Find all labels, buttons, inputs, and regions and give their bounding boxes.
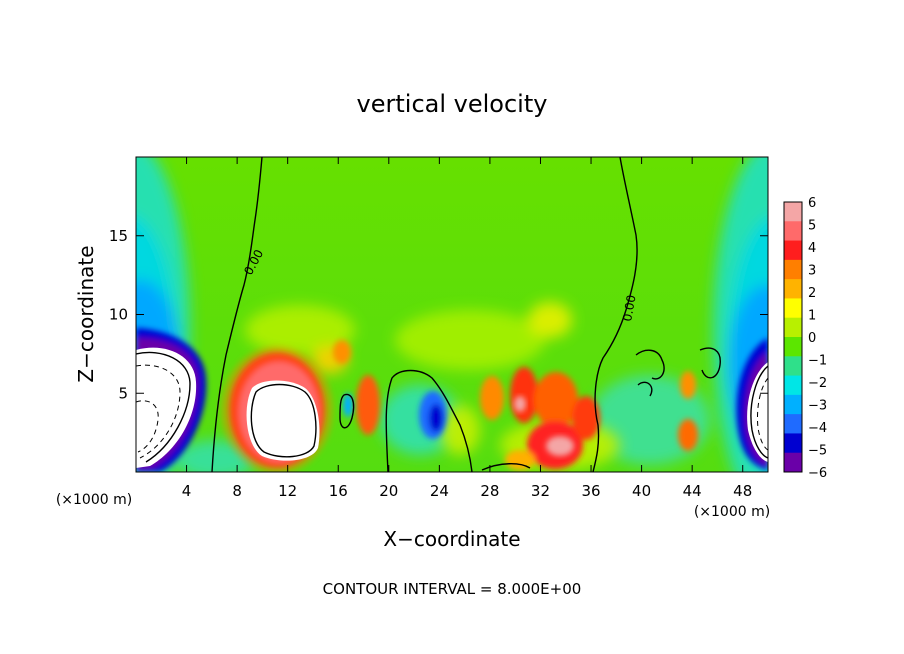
colorbar-swatch-6	[784, 317, 802, 338]
x-tick-label-4: 20	[379, 482, 398, 500]
yellow-patch-3	[528, 302, 572, 338]
updraft-3	[333, 340, 351, 364]
colorbar-label-10: −4	[808, 421, 827, 436]
updraft-10	[680, 371, 696, 399]
colorbar-label-8: −2	[808, 376, 827, 391]
x-tick-label-0: 4	[182, 482, 192, 500]
y-tick-label-1: 10	[109, 306, 128, 324]
zero-contour-lower	[481, 463, 531, 471]
colorbar-label-2: 4	[808, 241, 816, 256]
colorbar-label-4: 2	[808, 286, 816, 301]
colorbar-label-3: 3	[808, 264, 816, 279]
downdraft-mid-core	[429, 404, 443, 432]
colorbar-label-9: −3	[808, 399, 827, 414]
colorbar-swatch-5	[784, 298, 802, 319]
y-tick-label-2: 15	[109, 227, 128, 245]
colorbar-swatch-9	[784, 375, 802, 396]
x-tick-label-11: 48	[733, 482, 752, 500]
right-core-contour	[750, 365, 768, 459]
x-tick-label-8: 36	[581, 482, 600, 500]
colorbar-label-1: 5	[808, 219, 816, 234]
updraft-9	[678, 419, 698, 451]
colorbar-swatch-11	[784, 414, 802, 434]
yellow-patch-1	[245, 305, 355, 355]
colorbar-swatch-13	[784, 452, 802, 473]
downdraft-small	[343, 393, 353, 417]
zero-contour-right	[592, 157, 638, 472]
x-tick-label-2: 12	[278, 482, 297, 500]
yellow-patch-2	[395, 310, 545, 370]
x-tick-label-3: 16	[329, 482, 348, 500]
colorbar-swatch-8	[784, 356, 802, 377]
zero-contour-mid	[385, 369, 473, 472]
contour-label-right: 0.00	[620, 294, 638, 323]
right-dashed-contour	[757, 377, 768, 451]
updraft-2	[356, 375, 380, 435]
colorbar-frame	[783, 201, 803, 473]
colorbar-swatch-1	[784, 221, 802, 242]
zero-contour-left	[211, 157, 263, 472]
colorbar-swatch-7	[784, 337, 802, 357]
zero-contour-blob-left	[339, 393, 355, 429]
y-axis-ticks: 5 10 15	[109, 227, 768, 402]
updraft-4	[480, 376, 504, 420]
x-tick-label-5: 24	[430, 482, 449, 500]
colorbar-label-5: 1	[808, 309, 816, 324]
colorbar-label-7: −1	[808, 354, 827, 369]
left-core-contour	[136, 351, 191, 463]
x-axis-label: X−coordinate	[383, 527, 520, 551]
colorbar-label-11: −5	[808, 444, 827, 459]
yellow-patch-6	[440, 405, 480, 455]
colorbar-swatch-2	[784, 240, 802, 261]
contour-interval-footer: CONTOUR INTERVAL = 8.000E+00	[323, 580, 582, 598]
updraft-core	[246, 380, 320, 461]
left-dashed-contour-inner	[136, 400, 159, 453]
left-dashed-contour	[136, 364, 181, 459]
colorbar-swatch-3	[784, 259, 802, 280]
colorbar: 6 5 4 3 2 1 0 −1 −2 −3 −4 −5 −6	[783, 196, 827, 481]
x-tick-label-6: 28	[480, 482, 499, 500]
updraft-5	[510, 367, 538, 423]
x-unit-right: (×1000 m)	[694, 504, 770, 520]
x-tick-label-1: 8	[232, 482, 242, 500]
updraft-core-contour	[250, 383, 317, 458]
chart-title: vertical velocity	[357, 90, 548, 118]
x-axis-ticks: 4 8 12 16 20 24 28 32 36 40 44 48	[182, 157, 752, 500]
colorbar-swatch-12	[784, 433, 802, 454]
y-axis-label: Z−coordinate	[74, 245, 98, 382]
x-tick-label-9: 40	[632, 482, 651, 500]
x-tick-label-7: 32	[531, 482, 550, 500]
updraft-core-pink-2	[514, 396, 526, 412]
zero-contour-right-cluster	[635, 347, 721, 397]
updraft-core-pink	[546, 436, 574, 456]
updraft-8	[572, 396, 600, 440]
velocity-field: 0.00 0.00	[136, 157, 768, 472]
colorbar-label-0: 6	[808, 196, 816, 211]
colorbar-swatch-10	[784, 394, 802, 415]
x-unit-left: (×1000 m)	[56, 492, 132, 508]
y-tick-label-0: 5	[118, 384, 128, 402]
left-downdraft-core	[136, 347, 197, 468]
colorbar-label-6: 0	[808, 331, 816, 346]
colorbar-swatch-0	[784, 202, 802, 222]
updraft-6	[534, 372, 578, 428]
updraft-11	[505, 450, 535, 470]
colorbar-swatch-4	[784, 279, 802, 299]
colorbar-label-12: −6	[808, 466, 827, 481]
x-tick-label-10: 44	[683, 482, 702, 500]
